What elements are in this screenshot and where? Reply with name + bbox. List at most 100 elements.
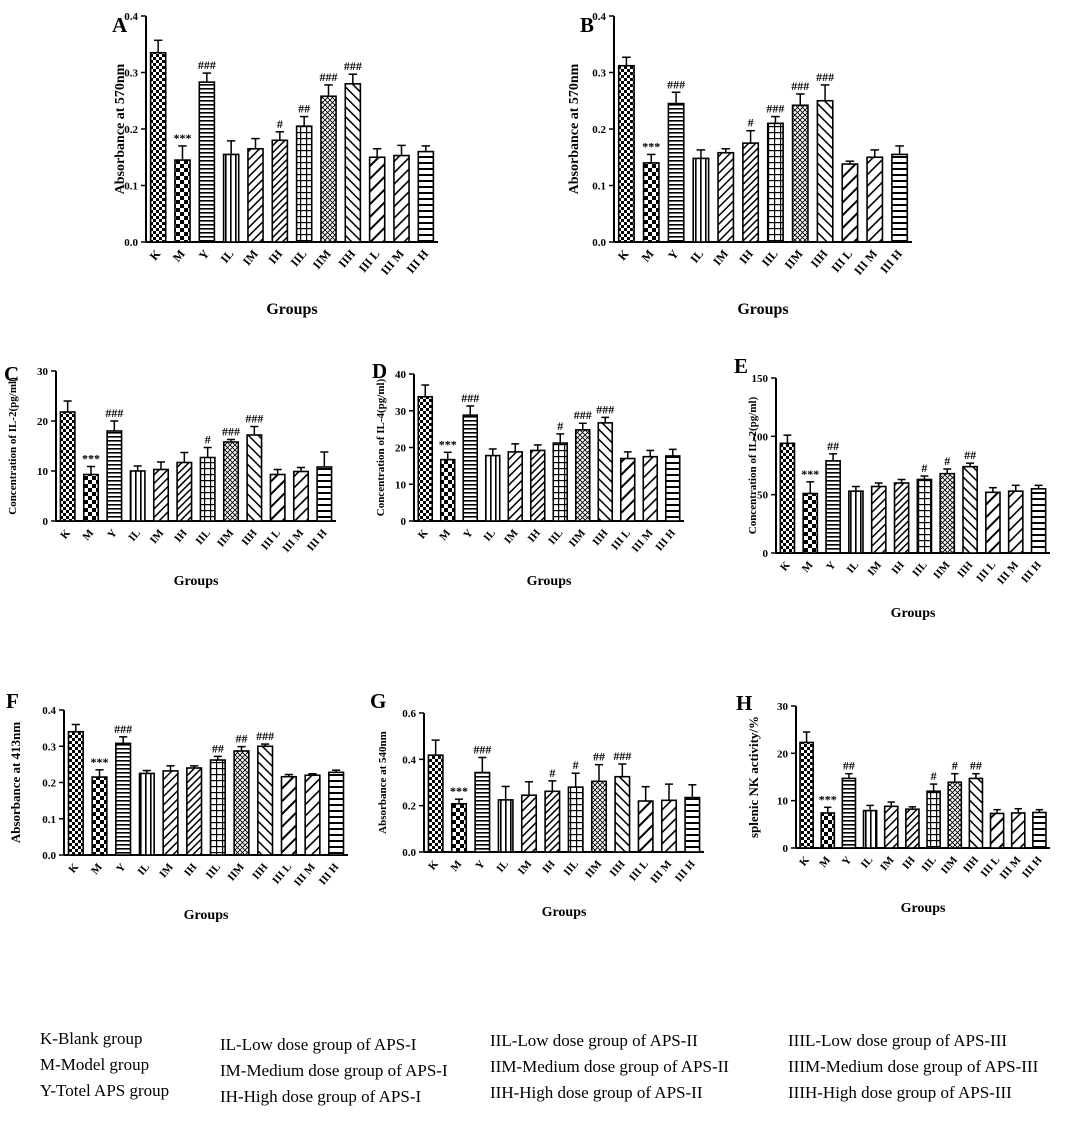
legend-item: IH-High dose group of APS-I [220, 1087, 422, 1106]
bar [544, 790, 561, 853]
significance-label: ### [816, 70, 834, 84]
bar [893, 482, 910, 554]
bar [883, 805, 899, 849]
x-tick-label: M [170, 247, 188, 265]
bar [320, 95, 337, 243]
x-axis-title: Groups [901, 901, 946, 916]
significance-label: ### [256, 729, 274, 743]
y-axis-title: Absorbance at 540nm [377, 731, 389, 834]
significance-label: ## [593, 750, 605, 764]
bar [162, 770, 179, 856]
y-tick-label: 10 [395, 479, 407, 491]
bar [106, 430, 123, 522]
bar [916, 478, 933, 554]
x-axis-title: Groups [266, 301, 317, 318]
x-tick-label: IIL [288, 247, 310, 269]
significance-label: *** [819, 792, 837, 806]
bar [642, 455, 659, 522]
significance-label: # [944, 454, 950, 468]
bar [567, 786, 584, 853]
bar [619, 457, 636, 522]
x-tick-label: Y [461, 527, 475, 541]
y-tick-label: 0.1 [592, 181, 606, 193]
bar [439, 458, 456, 522]
panel-A: A 0.0 0.1 0.2 0.3 0.4 Absorbance at 570nm K *** M… [112, 11, 438, 318]
significance-label: ### [320, 70, 338, 84]
y-tick-label: 0.0 [124, 237, 138, 249]
bar [820, 812, 836, 849]
x-tick-label: M [800, 559, 816, 575]
bar [507, 451, 524, 522]
x-tick-label: IH [182, 861, 200, 879]
significance-label: # [573, 758, 579, 772]
bar [198, 81, 216, 243]
bar [176, 461, 193, 522]
x-tick-label: IM [157, 861, 176, 880]
bar [574, 429, 591, 522]
bar [791, 104, 809, 243]
bar [989, 812, 1005, 849]
y-tick-label: 30 [37, 366, 49, 378]
legend-item: M-Model group [40, 1055, 150, 1074]
significance-label: ### [596, 402, 614, 416]
x-tick-label: Y [665, 247, 682, 263]
significance-label: ### [667, 77, 685, 91]
significance-label: ### [461, 391, 479, 405]
legend: K-Blank group M-Model group Y-Totel APS … [0, 1026, 1086, 1124]
y-tick-label: 0.2 [42, 778, 56, 790]
x-tick-label: IL [481, 527, 498, 544]
x-tick-label: III M [280, 527, 306, 555]
y-tick-label: 0.4 [42, 705, 56, 717]
significance-label: ### [198, 58, 216, 72]
bar [870, 485, 887, 554]
significance-label: # [931, 769, 937, 783]
x-tick-label: III M [995, 559, 1021, 587]
panel-B: B 0.0 0.1 0.2 0.3 0.4 Absorbance at 570nm K *** M… [567, 11, 912, 318]
significance-label: ## [212, 741, 224, 755]
bar [825, 460, 841, 554]
bar [766, 122, 784, 243]
bar [520, 794, 538, 853]
x-tick-label: III M [292, 861, 318, 889]
y-tick-label: 0.0 [592, 237, 606, 249]
x-tick-label: IIL [562, 858, 581, 878]
legend-column-4: IIIL-Low dose group of APS-III IIIM-Medi… [788, 1028, 1038, 1106]
significance-label: *** [642, 139, 660, 153]
x-tick-label: IH [900, 854, 918, 872]
x-tick-label: K [797, 854, 812, 869]
x-tick-label: III H [403, 246, 431, 276]
significance-label: ## [964, 448, 976, 462]
x-tick-label: M [89, 861, 105, 877]
y-tick-label: 20 [395, 443, 407, 455]
bar [257, 745, 274, 856]
significance-label: ## [298, 102, 310, 116]
bar [926, 790, 941, 849]
y-tick-label: 100 [752, 431, 769, 443]
bar [344, 83, 362, 243]
significance-label: ## [236, 732, 248, 746]
x-tick-label: Y [105, 527, 119, 541]
x-tick-label: IH [172, 527, 190, 545]
x-tick-label: M [448, 858, 464, 874]
bar [328, 771, 345, 856]
significance-label: # [205, 433, 211, 447]
x-tick-label: III H [317, 861, 342, 888]
bar [129, 470, 146, 522]
legend-item: IM-Medium dose group of APS-I [220, 1061, 448, 1080]
x-tick-label: IH [540, 858, 558, 876]
y-axis-title: Concentration of IL-2(pg/ml) [747, 396, 759, 534]
y-tick-label: 30 [395, 406, 407, 418]
x-tick-label: M [639, 247, 657, 265]
bar [368, 156, 386, 243]
legend-item: Y-Totel APS group [40, 1081, 170, 1100]
x-tick-label: IIL [194, 527, 213, 547]
x-tick-label: IM [148, 527, 167, 546]
y-tick-label: 0.1 [124, 181, 138, 193]
bar [841, 777, 857, 849]
x-tick-label: III H [1019, 559, 1044, 586]
bar [271, 139, 289, 243]
x-axis-title: Groups [891, 606, 936, 621]
y-tick-label: 0.1 [42, 814, 56, 826]
x-tick-label: M [817, 854, 833, 870]
y-tick-label: 0.3 [592, 68, 606, 80]
